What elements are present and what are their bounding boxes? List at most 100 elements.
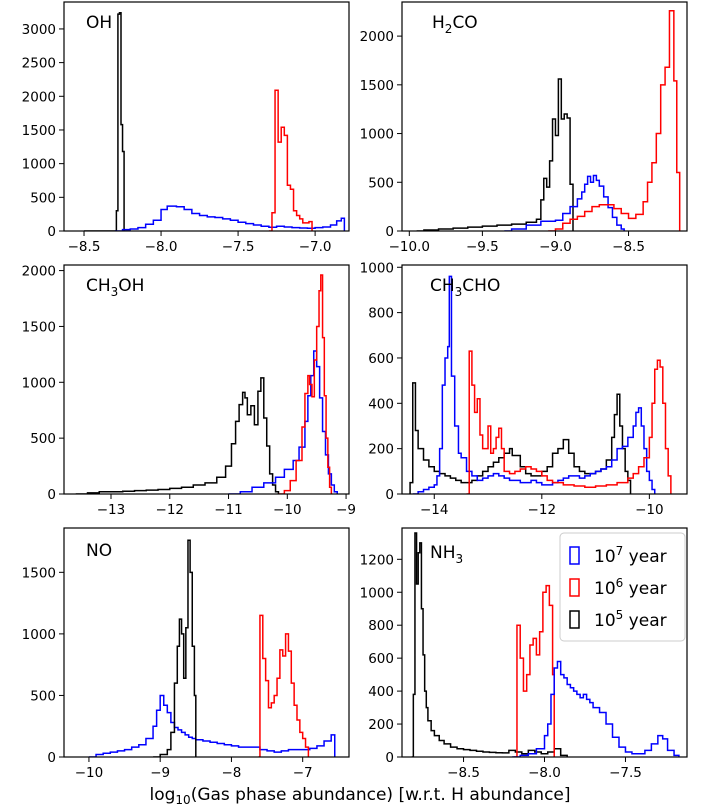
- x-axis-label: log10(Gas phase abundance) [w.r.t. H abu…: [149, 785, 570, 807]
- molecule-label-nh3: NH3: [430, 543, 463, 566]
- histogram-series-oh-0: [84, 12, 131, 231]
- plot-frame: [63, 264, 350, 495]
- histogram-series-no-1: [153, 539, 197, 757]
- legend-label-10-6: 106 year: [594, 576, 667, 599]
- x-tick-label: −8.5: [612, 239, 645, 255]
- x-tick-label: −11: [214, 502, 243, 518]
- x-tick-label: −10: [635, 502, 664, 518]
- x-tick-label: −8.5: [447, 765, 480, 781]
- panel-no: −10 −9 −8 −7 0 500 1000 1500 NO: [22, 527, 350, 781]
- y-tick-label: 1000: [360, 127, 394, 143]
- x-tick-label: −8.0: [528, 765, 561, 781]
- histogram-series-h2co-2: [548, 10, 681, 231]
- histogram-series-no-0: [88, 694, 336, 757]
- molecule-label-h2co: H2CO: [432, 13, 478, 36]
- legend-label-10-7: 107 year: [594, 544, 667, 567]
- y-tick-label: 0: [47, 487, 56, 503]
- x-tick-label: −7.5: [222, 239, 255, 255]
- y-tick-label: 400: [368, 684, 394, 700]
- panel-h2co: −10.0 −9.5 −9.0 −8.5 0 500 1000 1500 2000 H2CO: [360, 1, 688, 255]
- histogram-series-no-2: [258, 614, 310, 757]
- y-tick-label: 1000: [360, 585, 394, 601]
- plot-frame: [63, 1, 350, 232]
- y-tick-label: 1500: [22, 123, 56, 139]
- y-tick-label: 500: [30, 688, 56, 704]
- y-tick-label: 1000: [22, 157, 56, 173]
- panel-ch3oh: −13 −12 −11 −10 −9 0 500 1000 1500 2000 CH3OH: [22, 264, 356, 518]
- y-tick-label: 800: [368, 618, 394, 634]
- y-tick-label: 0: [385, 487, 394, 503]
- histogram-series-ch3cho-0: [409, 382, 632, 494]
- y-tick-label: 1500: [22, 565, 56, 581]
- y-tick-label: 500: [30, 431, 56, 447]
- y-tick-label: 2000: [360, 29, 394, 45]
- y-tick-label: 600: [368, 351, 394, 367]
- x-tick-label: −7.0: [299, 239, 332, 255]
- histogram-series-ch3oh-1: [228, 350, 338, 494]
- y-tick-label: 1500: [360, 78, 394, 94]
- molecule-label-oh: OH: [86, 13, 112, 33]
- x-tick-label: −9: [150, 765, 170, 781]
- x-tick-label: −10: [75, 765, 104, 781]
- molecule-label-ch3oh: CH3OH: [86, 276, 144, 299]
- histogram-series-nh3-1: [513, 584, 555, 757]
- histogram-series-ch3cho-2: [466, 350, 672, 494]
- y-tick-label: 200: [368, 442, 394, 458]
- histogram-series-oh-1: [114, 205, 346, 231]
- panel-oh: −8.5 −8.0 −7.5 −7.0 0 500 1000 1500 2000 2500 3000…: [22, 1, 350, 255]
- y-tick-label: 0: [385, 224, 394, 240]
- y-tick-label: 3000: [22, 22, 56, 38]
- legend-label-10-5: 105 year: [594, 608, 667, 631]
- x-tick-label: −10.0: [389, 239, 430, 255]
- x-tick-label: −9.0: [539, 239, 572, 255]
- y-tick-label: 400: [368, 396, 394, 412]
- y-tick-label: 1000: [360, 260, 394, 276]
- panel-nh3: −8.5 −8.0 −7.5 0 200 400 600 800 1000 1200 NH3: [360, 527, 688, 781]
- legend-swatch-10-5: [569, 610, 580, 629]
- x-tick-label: −7.5: [609, 765, 642, 781]
- plot-frame: [401, 1, 688, 232]
- y-tick-label: 500: [368, 175, 394, 191]
- panels: −8.5 −8.0 −7.5 −7.0050010001500200025003000…: [22, 1, 688, 781]
- x-tick-label: −8.0: [145, 239, 178, 255]
- x-tick-label: −7: [293, 765, 313, 781]
- x-tick-label: −13: [97, 502, 126, 518]
- x-tick-label: −10: [273, 502, 302, 518]
- y-tick-label: 800: [368, 306, 394, 322]
- histogram-series-h2co-1: [504, 174, 625, 231]
- x-tick-label: −12: [528, 502, 557, 518]
- y-tick-label: 0: [47, 750, 56, 766]
- molecule-label-no: NO: [86, 541, 112, 561]
- y-tick-label: 1200: [360, 552, 394, 568]
- x-tick-label: −8.5: [68, 239, 101, 255]
- plot-frame: [63, 527, 350, 758]
- y-tick-label: 600: [368, 651, 394, 667]
- plot-frame: [401, 264, 688, 495]
- histogram-series-ch3cho-1: [412, 275, 656, 494]
- y-tick-label: 500: [30, 190, 56, 206]
- x-tick-label: −9: [336, 502, 356, 518]
- histogram-series-nh3-0: [411, 532, 568, 757]
- y-tick-label: 1000: [22, 627, 56, 643]
- y-tick-label: 2000: [22, 264, 56, 280]
- x-tick-label: −8: [221, 765, 241, 781]
- y-tick-label: 2500: [22, 56, 56, 72]
- y-tick-label: 200: [368, 717, 394, 733]
- x-tick-label: −14: [420, 502, 449, 518]
- histogram-series-h2co-0: [416, 78, 574, 231]
- legend-frame: [559, 532, 686, 642]
- x-tick-label: −12: [156, 502, 185, 518]
- molecule-label-ch3cho: CH3CHO: [430, 276, 500, 299]
- legend-swatch-10-7: [569, 546, 580, 565]
- y-tick-label: 1000: [22, 375, 56, 391]
- legend: 107 year 106 year 105 year: [559, 532, 686, 642]
- histogram-series-ch3oh-2: [278, 274, 333, 494]
- histogram-series-ch3oh-0: [75, 377, 280, 494]
- y-tick-label: 0: [47, 224, 56, 240]
- histogram-series-oh-2: [268, 89, 313, 231]
- legend-swatch-10-6: [569, 578, 580, 597]
- panel-ch3cho: −14 −12 −10 0 200 400 600 800 1000 CH3CHO: [360, 260, 688, 518]
- y-tick-label: 0: [385, 750, 394, 766]
- x-tick-label: −9.5: [466, 239, 499, 255]
